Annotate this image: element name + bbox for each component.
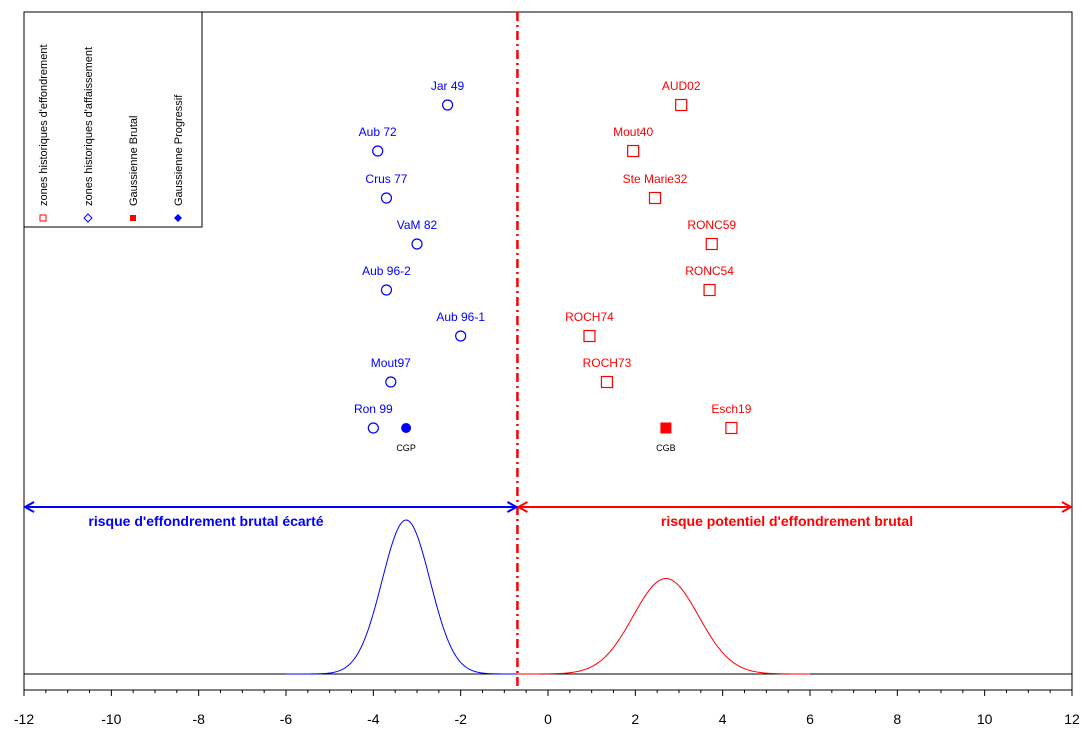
zone-left-arrow-arrow-left: [22, 501, 35, 513]
zone-right-label: risque potentiel d'effondrement brutal: [661, 513, 913, 529]
data-point-label: Ste Marie32: [623, 172, 688, 186]
legend-label: Gaussienne Progressif: [173, 94, 185, 206]
x-tick-label: 0: [544, 711, 552, 727]
legend-label: zones historiques d'affaissement: [83, 47, 95, 206]
data-point: [380, 192, 393, 204]
data-point-label: Aub 72: [359, 125, 397, 139]
legend-box: [23, 11, 203, 228]
data-point: [411, 238, 423, 250]
legend-marker-filled-square: [130, 215, 136, 221]
x-tick-label: 6: [806, 711, 814, 727]
data-point-label: RONC54: [685, 264, 734, 278]
data-point: [600, 375, 614, 389]
zone-right-arrow-arrow-left: [516, 501, 528, 513]
x-tick-label: -8: [192, 711, 205, 727]
data-point: [441, 99, 454, 111]
data-point-label: Crus 77: [365, 172, 407, 186]
data-point: [627, 144, 640, 158]
data-point: [372, 145, 384, 157]
data-point-label: ROCH74: [565, 310, 614, 324]
data-point: [660, 422, 672, 434]
data-point: [380, 284, 393, 296]
x-tick-label: 2: [631, 711, 639, 727]
legend-marker-open-square: [39, 214, 47, 222]
x-tick-label: 12: [1064, 711, 1080, 727]
data-point: [367, 422, 379, 434]
x-tick-label: -2: [454, 711, 467, 727]
zone-right-arrow-arrow-right: [1061, 501, 1074, 513]
data-point: [703, 283, 716, 297]
x-tick-label: -4: [367, 711, 380, 727]
x-tick-label: 10: [977, 711, 993, 727]
data-point: [675, 98, 688, 112]
x-tick-label: -12: [14, 711, 34, 727]
data-point-label: RONC59: [687, 218, 736, 232]
data-point: [385, 376, 397, 388]
data-point-label: CGB: [656, 443, 676, 453]
data-point: [583, 329, 596, 343]
data-point-label: VaM 82: [397, 218, 438, 232]
x-tick-label: 8: [893, 711, 901, 727]
plot-layer: -12 -10 -8 -6 -4 -2 0 2 4 6 8 10 12 zones historiques…: [14, 11, 1080, 727]
data-point: [401, 423, 412, 433]
legend-label: Gaussienne Brutal: [128, 116, 140, 207]
data-point-label: Mout97: [371, 356, 411, 370]
zone-left-label: risque d'effondrement brutal écarté: [88, 513, 323, 529]
data-point: [648, 191, 662, 205]
legend-marker-filled-diamond: [174, 214, 182, 222]
legend-label: zones historiques d'effondrement: [38, 45, 50, 207]
data-point-label: Esch19: [711, 402, 751, 416]
data-point: [725, 421, 738, 435]
legend-marker-open-diamond: [83, 213, 93, 223]
data-point-label: CGP: [396, 443, 416, 453]
data-point: [455, 330, 467, 342]
data-point-label: ROCH73: [583, 356, 632, 370]
data-point-label: Aub 96-1: [436, 310, 485, 324]
x-tick-label: 4: [719, 711, 727, 727]
data-point: [705, 237, 718, 251]
data-point-label: Ron 99: [354, 402, 393, 416]
gaussian-curve: [286, 519, 518, 675]
data-point-label: Jar 49: [431, 79, 465, 93]
data-point-label: Aub 96-2: [362, 264, 411, 278]
data-point-label: Mout40: [613, 125, 653, 139]
x-tick-label: -10: [101, 711, 121, 727]
gaussian-curve: [517, 578, 810, 675]
data-point-label: AUD02: [662, 79, 701, 93]
x-tick-label: -6: [280, 711, 293, 727]
